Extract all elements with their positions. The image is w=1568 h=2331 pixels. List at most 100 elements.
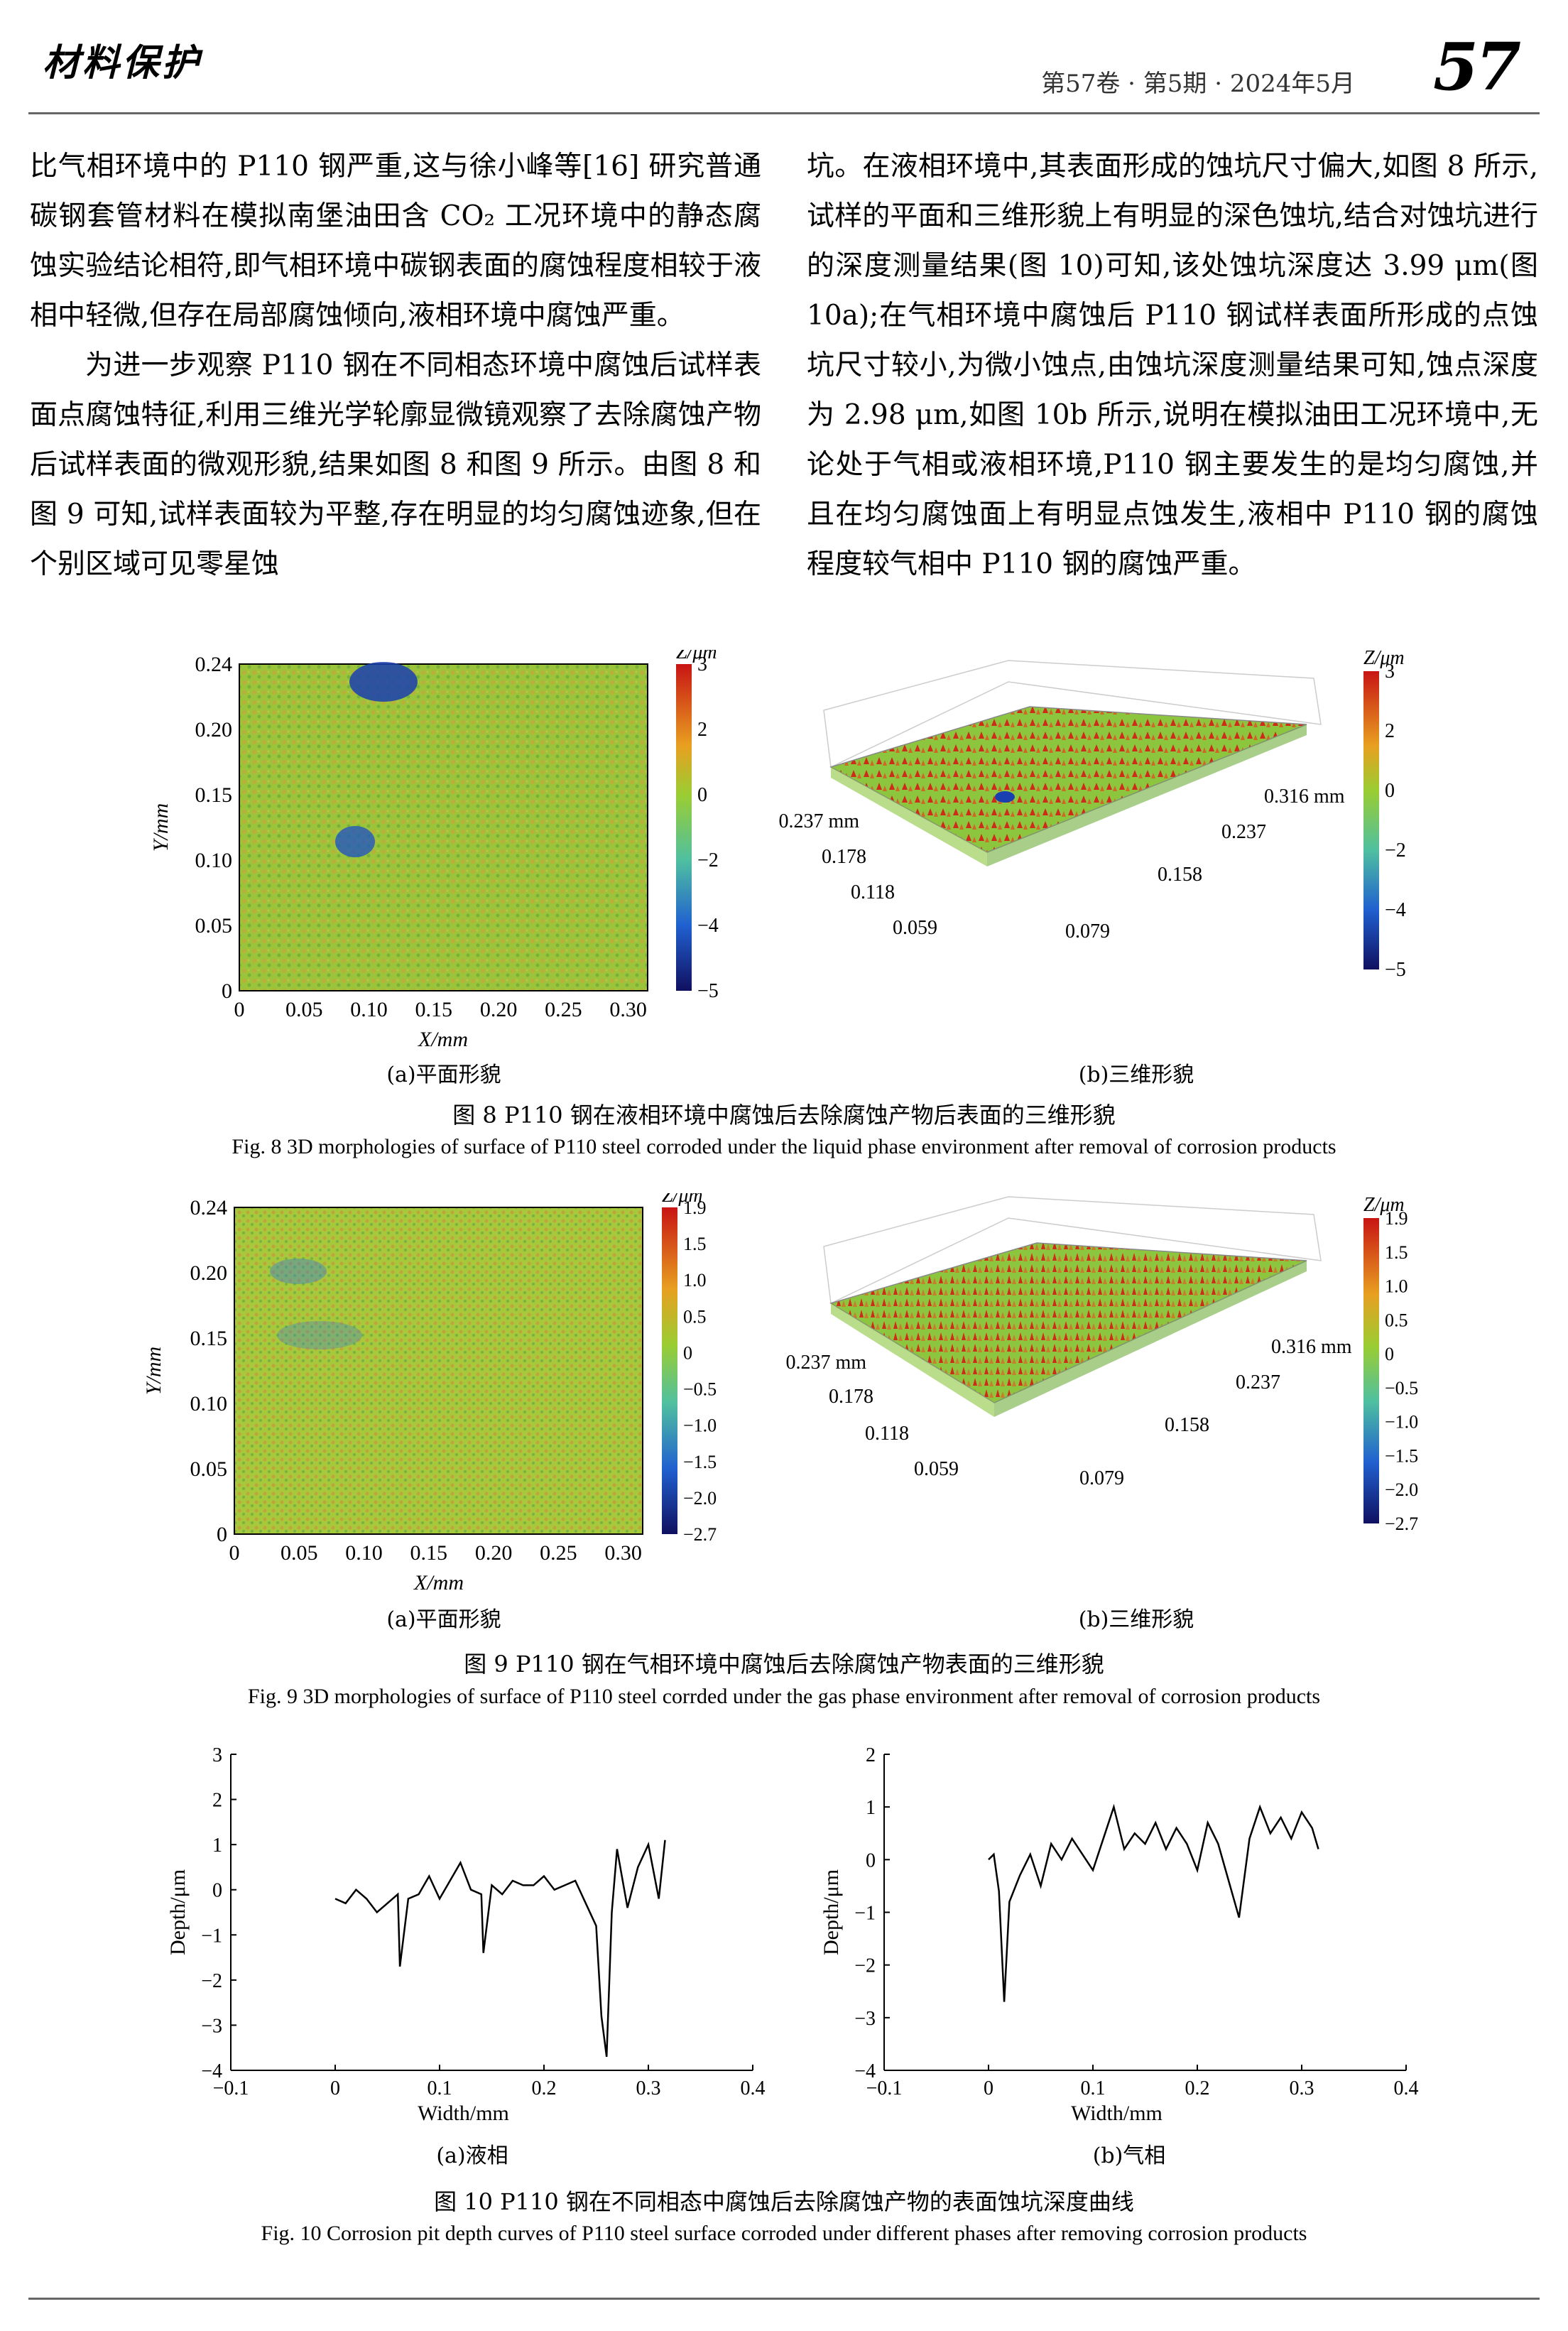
colorbar-tick: 2 <box>697 719 707 741</box>
x-tick-label: 0.25 <box>545 998 582 1021</box>
y-tick-label: −4 <box>854 2060 876 2082</box>
x-tick-label: 0.3 <box>1290 2077 1314 2099</box>
fig10b-chart: −0.1 0 0.1 0.2 0.3 0.4 2 1 0 −1 −2 −3 −4 Width/mm Dept… <box>810 1737 1434 2134</box>
colorbar-tick: −2 <box>697 849 719 871</box>
colorbar-tick: 1.5 <box>683 1234 707 1254</box>
y-tick-label: 0.05 <box>195 914 233 938</box>
y-tick-label: −1 <box>854 1903 876 1925</box>
header-rule <box>28 112 1540 114</box>
axis-tick-3d: 0.059 <box>893 917 937 939</box>
colorbar-tick: −0.5 <box>1385 1378 1418 1398</box>
fig8-caption-cn: 图 8 P110 钢在液相环境中腐蚀后去除腐蚀产物后表面的三维形貌 <box>452 1102 1116 1129</box>
colorbar-tick: −5 <box>1385 959 1406 981</box>
y-tick-label: 0.20 <box>195 718 233 741</box>
y-axis-label: Depth/μm <box>166 1869 190 1955</box>
x-axis-label: X/mm <box>418 1028 468 1051</box>
fig8-sub-a: (a)平面形貌 <box>386 1063 501 1087</box>
colorbar-tick: −4 <box>697 915 719 937</box>
y-tick-label: 0.20 <box>190 1261 228 1285</box>
axis-tick-3d: 0.316 mm <box>1264 786 1345 808</box>
paragraph: 坑。在液相环境中,其表面形成的蚀坑尺寸偏大,如图 8 所示,试样的平面和三维形貌… <box>807 151 1538 580</box>
y-tick-label: 2 <box>866 1744 876 1766</box>
paragraph: 比气相环境中的 P110 钢严重,这与徐小峰等[16] 研究普通碳钢套管材料在模… <box>30 151 761 332</box>
colorbar-tick: −4 <box>1385 899 1406 921</box>
right-column: 坑。在液相环境中,其表面形成的蚀坑尺寸偏大,如图 8 所示,试样的平面和三维形貌… <box>807 142 1538 589</box>
footer-rule <box>28 2298 1540 2300</box>
paragraph: 为进一步观察 P110 钢在不同相态环境中腐蚀后试样表面点腐蚀特征,利用三维光学… <box>30 349 761 580</box>
y-tick-label: −1 <box>201 1925 222 1947</box>
x-tick-label: 0.3 <box>636 2077 661 2099</box>
colorbar-tick: −2.0 <box>683 1488 717 1509</box>
y-tick-label: 0.10 <box>190 1392 228 1416</box>
fig9-caption-en: Fig. 9 3D morphologies of surface of P11… <box>247 1685 1321 1708</box>
colorbar-tick: 1.5 <box>1385 1242 1408 1263</box>
y-tick-label: −3 <box>201 2015 222 2037</box>
fig9-caption-cn: 图 9 P110 钢在气相环境中腐蚀后去除腐蚀产物表面的三维形貌 <box>464 1651 1104 1678</box>
page-number: 57 <box>1432 28 1521 105</box>
axis-tick-3d: 0.237 mm <box>778 810 859 832</box>
x-tick-label: 0.10 <box>350 998 388 1021</box>
axis-tick-3d: 0.178 <box>829 1386 873 1408</box>
colorbar <box>1363 1218 1379 1523</box>
y-tick-label: 0.15 <box>190 1327 228 1350</box>
colorbar-tick: 0 <box>1385 780 1395 802</box>
x-tick-label: 0.05 <box>281 1541 318 1565</box>
y-tick-label: 0.15 <box>195 783 233 807</box>
x-tick-label: 0 <box>330 2077 340 2099</box>
x-tick-label: 0.30 <box>604 1541 642 1565</box>
pit-region <box>995 791 1015 803</box>
fig8-plan-view: 0 0.05 0.10 0.15 0.20 0.24 0 0.05 0.10 0.15 0.20 0… <box>142 641 746 1062</box>
colorbar-tick: −2.7 <box>1385 1514 1418 1534</box>
y-axis-label: Y/mm <box>142 1347 165 1395</box>
axis-tick-3d: 0.118 <box>851 881 895 903</box>
fig10b-svg: −0.1 0 0.1 0.2 0.3 0.4 2 1 0 −1 −2 −3 −4 Width/mm Dept… <box>820 1744 1419 2125</box>
fig8-caption-en: Fig. 8 3D morphologies of surface of P11… <box>232 1135 1336 1158</box>
y-tick-label: 0 <box>212 1880 222 1902</box>
surface-edge <box>994 1261 1307 1417</box>
y-tick-label: −4 <box>201 2060 222 2082</box>
depth-curve <box>334 1840 666 2058</box>
axis-tick-3d: 0.118 <box>865 1423 909 1445</box>
x-tick-label: 0.30 <box>609 998 647 1021</box>
axis-tick-3d: 0.237 <box>1221 821 1266 843</box>
y-axis-label: Y/mm <box>149 803 173 852</box>
y-tick-label: 0.05 <box>190 1457 228 1481</box>
colorbar-tick: 1.9 <box>683 1197 707 1218</box>
colorbar-tick: 3 <box>697 653 707 675</box>
surface-edge <box>831 1303 994 1417</box>
y-tick-label: −3 <box>854 2008 876 2030</box>
x-tick-label: 0.05 <box>285 998 323 1021</box>
y-tick-label: 2 <box>212 1790 222 1812</box>
x-tick-label: 0.10 <box>345 1541 383 1565</box>
colorbar-tick: −1.0 <box>683 1416 717 1436</box>
depth-curve <box>988 1803 1319 2002</box>
axis-tick-3d: 0.237 mm <box>785 1352 866 1374</box>
x-tick-label: 0 <box>984 2077 993 2099</box>
y-tick-label: 0 <box>222 979 232 1003</box>
fig9-plan-view: 0 0.05 0.10 0.15 0.20 0.24 0 0.05 0.10 0.15 0.20 0… <box>135 1185 739 1605</box>
colorbar-tick: −5 <box>697 980 719 1002</box>
axis-tick-3d: 0.237 <box>1236 1371 1280 1393</box>
x-axis-label: Width/mm <box>1071 2102 1163 2125</box>
x-tick-label: 0.20 <box>475 1541 513 1565</box>
y-axis-label: Depth/μm <box>820 1869 843 1955</box>
surface-map <box>239 663 648 991</box>
x-tick-label: 0.20 <box>480 998 518 1021</box>
x-axis-label: X/mm <box>413 1571 464 1594</box>
y-tick-label: −2 <box>854 1955 876 1977</box>
x-tick-label: 0.15 <box>415 998 453 1021</box>
colorbar-tick: −2.0 <box>1385 1479 1418 1500</box>
x-tick-label: 0.1 <box>428 2077 452 2099</box>
colorbar-tick: −1.0 <box>1385 1412 1418 1433</box>
y-tick-label: 0.24 <box>195 653 233 676</box>
x-tick-label: 0.4 <box>1394 2077 1419 2099</box>
pit-region <box>335 826 375 857</box>
pit-region <box>277 1321 362 1349</box>
colorbar-tick: 1.9 <box>1385 1208 1408 1229</box>
fig9-sub-a: (a)平面形貌 <box>386 1607 501 1632</box>
colorbar-tick: 0.5 <box>683 1306 707 1327</box>
colorbar <box>676 664 692 991</box>
fig8b-svg: 3 2 0 −2 −4 −5 Z/μm 0.237 mm 0.178 0.118 0.059 0… <box>778 647 1406 981</box>
z-label: Z/μm <box>662 1193 703 1207</box>
pit-region <box>270 1259 327 1284</box>
